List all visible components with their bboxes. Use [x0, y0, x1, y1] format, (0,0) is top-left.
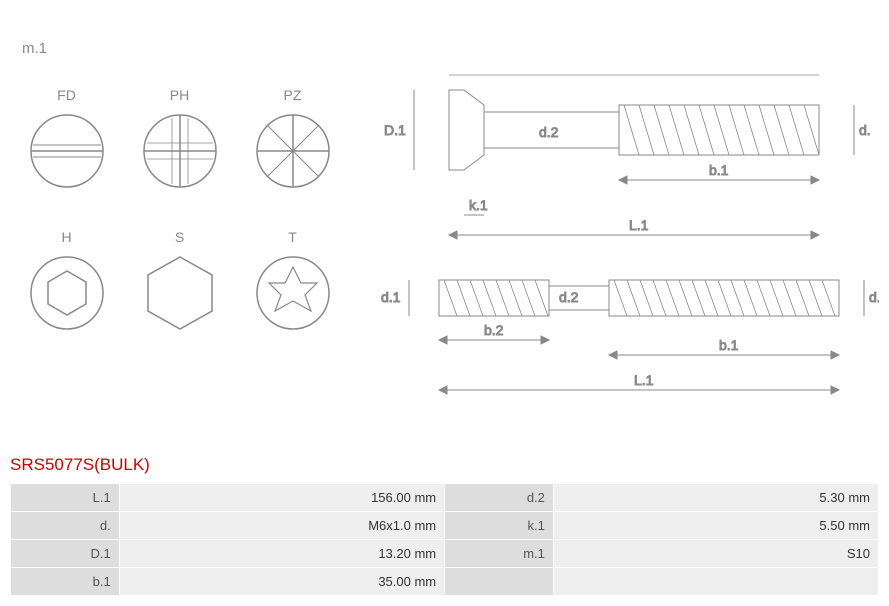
spec-key: b.1: [11, 568, 120, 596]
driver-pz: PZ: [255, 87, 331, 189]
spec-val: 35.00 mm: [119, 568, 444, 596]
dim-L1: L.1: [629, 217, 649, 233]
spec-val: 5.30 mm: [553, 484, 878, 512]
driver-label: H: [61, 229, 71, 245]
page: m.1 FD PH PZ H: [0, 0, 889, 606]
screw-diagram: D.1 d.2 d. b.1 k.1 L.1: [379, 40, 879, 410]
ph-icon: [142, 113, 218, 189]
driver-h: H: [29, 229, 105, 331]
spec-key: [445, 568, 554, 596]
spec-key: D.1: [11, 540, 120, 568]
driver-fd: FD: [29, 87, 105, 189]
spec-key: d.: [11, 512, 120, 540]
dim-L1b: L.1: [634, 372, 654, 388]
table-row: d.M6x1.0 mmk.15.50 mm: [11, 512, 879, 540]
s-icon: [142, 255, 218, 331]
driver-ph: PH: [142, 87, 218, 189]
dim-b1: b.1: [709, 162, 729, 178]
dim-d: d.: [859, 122, 871, 138]
spec-val: 13.20 mm: [119, 540, 444, 568]
spec-table: L.1156.00 mmd.25.30 mm d.M6x1.0 mmk.15.5…: [10, 483, 879, 596]
dim-D1: D.1: [384, 122, 406, 138]
drivers-panel: m.1 FD PH PZ H: [10, 10, 349, 415]
table-row: D.113.20 mmm.1S10: [11, 540, 879, 568]
dim-d1: d.1: [381, 289, 401, 305]
driver-row-2: H S T: [10, 229, 349, 331]
driver-t: T: [255, 229, 331, 331]
dim-k1: k.1: [469, 197, 488, 213]
driver-label: FD: [57, 87, 76, 103]
driver-label: T: [288, 229, 297, 245]
drivers-header: m.1: [22, 40, 349, 57]
spec-val: 5.50 mm: [553, 512, 878, 540]
dim-b2: b.2: [484, 322, 504, 338]
dim-d2: d.2: [539, 124, 559, 140]
t-icon: [255, 255, 331, 331]
spec-val: [553, 568, 878, 596]
drawing-panel: D.1 d.2 d. b.1 k.1 L.1: [379, 10, 879, 415]
table-row: b.135.00 mm: [11, 568, 879, 596]
spec-key: k.1: [445, 512, 554, 540]
pz-icon: [255, 113, 331, 189]
driver-label: S: [175, 229, 184, 245]
spec-val: 156.00 mm: [119, 484, 444, 512]
driver-s: S: [142, 229, 218, 331]
driver-row-1: FD PH PZ: [10, 87, 349, 189]
dim-db: d.: [869, 289, 879, 305]
driver-label: PZ: [284, 87, 302, 103]
spec-key: m.1: [445, 540, 554, 568]
driver-label: PH: [170, 87, 189, 103]
dim-b1b: b.1: [719, 337, 739, 353]
table-row: L.1156.00 mmd.25.30 mm: [11, 484, 879, 512]
dim-d2b: d.2: [559, 289, 579, 305]
spec-val: S10: [553, 540, 878, 568]
h-icon: [29, 255, 105, 331]
fd-icon: [29, 113, 105, 189]
spec-key: L.1: [11, 484, 120, 512]
spec-key: d.2: [445, 484, 554, 512]
top-area: m.1 FD PH PZ H: [10, 10, 879, 415]
spec-val: M6x1.0 mm: [119, 512, 444, 540]
part-title: SRS5077S(BULK): [10, 455, 879, 475]
